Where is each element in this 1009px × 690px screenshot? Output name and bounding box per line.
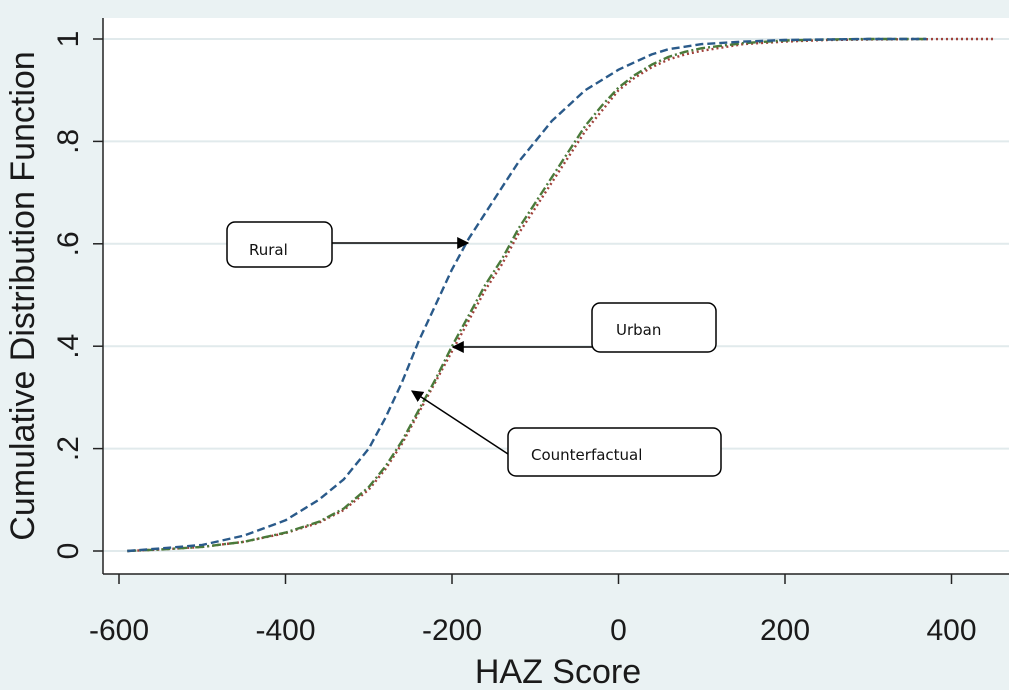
y-tick-label: .4 <box>52 334 85 359</box>
x-tick-label: 400 <box>926 614 976 647</box>
tick-labels: 0 .2 .4 .6 .8 1 -600 -400 -200 0 200 400 <box>52 31 977 647</box>
annotation-label-urban: Urban <box>616 321 661 339</box>
annotation-box-rural <box>226 221 333 268</box>
x-tick-label: -600 <box>89 614 149 647</box>
annotation-label-rural: Rural <box>249 241 288 259</box>
x-tick-label: 0 <box>610 614 627 647</box>
y-tick-label: .2 <box>52 436 85 461</box>
annotations: Rural Urban Counterfactual <box>226 221 722 477</box>
annotation-label-counterfactual: Counterfactual <box>531 446 642 464</box>
y-tick-label: 0 <box>52 543 85 560</box>
x-tick-label: -200 <box>422 614 482 647</box>
series-line-counterfactual <box>127 37 927 553</box>
annotation-arrow-counterfactual <box>410 390 509 455</box>
y-tick-label: .6 <box>52 231 85 256</box>
annotation-box-urban <box>591 302 717 353</box>
series-layer <box>127 37 994 553</box>
x-axis-title: HAZ Score <box>475 653 641 690</box>
x-tick-label: -400 <box>255 614 315 647</box>
annotation-box-counterfactual <box>507 427 722 477</box>
series-line-rural <box>127 37 927 553</box>
plot-area <box>103 18 1009 574</box>
y-axis-title: Cumulative Distribution Function <box>4 51 42 540</box>
y-tick-label: .8 <box>52 129 85 154</box>
series-line-urban <box>127 37 994 553</box>
y-tick-label: 1 <box>52 31 85 48</box>
axes <box>93 18 1009 584</box>
x-tick-label: 200 <box>760 614 810 647</box>
